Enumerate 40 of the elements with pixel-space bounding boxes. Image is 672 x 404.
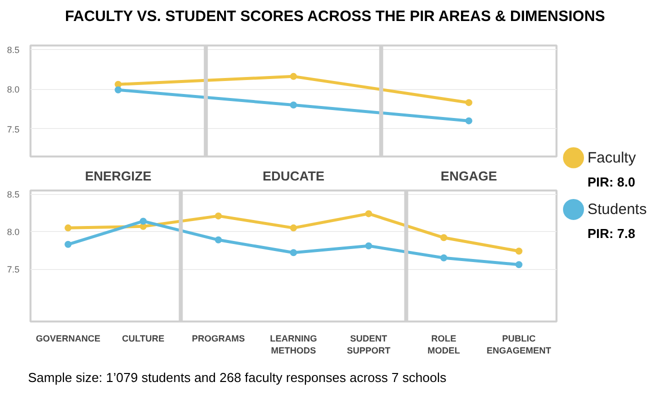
y-tick-label: 7.5 (6, 264, 20, 275)
x-tick-label: ENERGIZE (84, 168, 152, 184)
x-tick-label: EDUCATE (262, 168, 325, 184)
text: Sample size: 1’079 students and 268 faculty responses across 7 schools (28, 369, 446, 387)
point (290, 249, 297, 256)
point (440, 254, 448, 262)
point (290, 72, 297, 80)
y-tick-label: 8.5 (6, 44, 20, 55)
x-tick-label: PUBLIC ENGAGEMENT (486, 334, 552, 356)
point (290, 101, 297, 108)
legend-label: Students (588, 200, 647, 218)
chart-title: FACULTY VS. STUDENT SCORES ACROSS THE PIR AREAS & DIMENSIONS (64, 7, 606, 27)
x-tick-label: CULTURE (122, 334, 164, 344)
point (515, 261, 522, 268)
point (64, 224, 72, 232)
y-tick-label: 8.0 (6, 84, 20, 95)
x-tick-label: ENGAGE (440, 168, 498, 184)
text: PIR: 8.0 (588, 174, 636, 190)
point (214, 212, 222, 220)
point (365, 210, 372, 218)
point (64, 240, 72, 248)
y-tick-label: 8.5 (6, 190, 20, 200)
point (440, 234, 448, 242)
x-tick-label: LEARNING METHODS (270, 334, 317, 356)
y-tick-label: 7.5 (6, 124, 20, 134)
y-tick-label: 8.0 (6, 227, 20, 238)
x-tick-label: PROGRAMS (192, 334, 245, 344)
point (140, 218, 147, 225)
point (465, 99, 472, 106)
legend-label: Faculty (588, 149, 636, 166)
point (290, 224, 297, 232)
x-tick-label: ROLE MODEL (428, 334, 461, 356)
text: PIR: 7.8 (588, 226, 636, 242)
point (515, 248, 522, 255)
x-tick-label: GOVERNANCE (36, 334, 100, 344)
x-tick-label: SUDENT SUPPORT (346, 334, 391, 356)
point (365, 242, 372, 250)
point (214, 236, 222, 244)
point (465, 117, 472, 124)
point (114, 86, 122, 94)
